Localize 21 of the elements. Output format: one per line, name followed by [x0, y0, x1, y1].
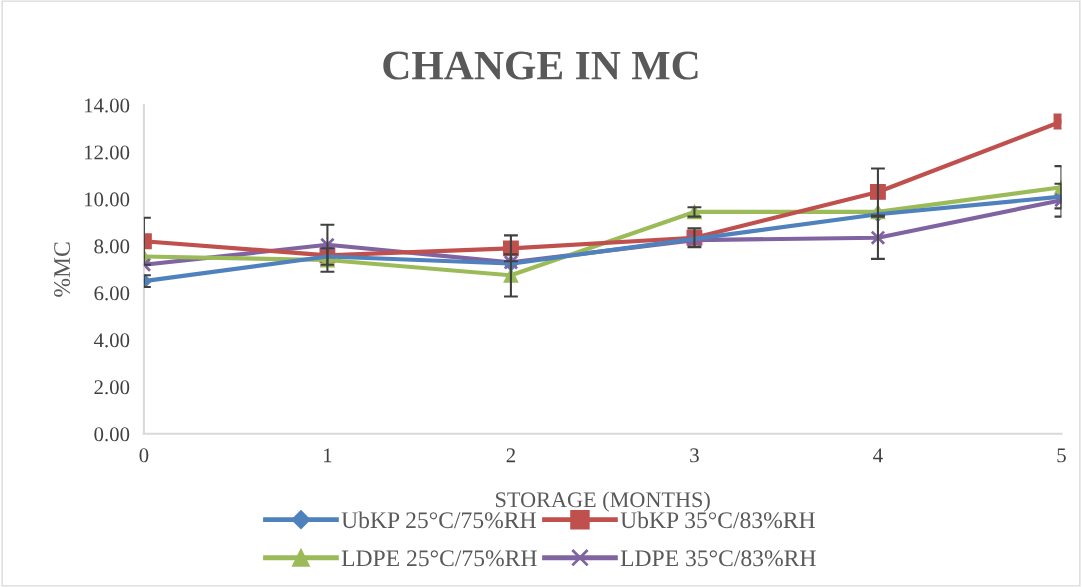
x-tick-label: 1: [324, 448, 332, 463]
chart-title: CHANGE IN MC: [383, 51, 698, 80]
x-tick-label: 5: [1057, 448, 1066, 463]
x-tick-label: 2: [506, 448, 515, 463]
y-tick-label: 4.00: [93, 333, 130, 348]
x-tick-label: 3: [690, 448, 699, 463]
y-tick-label: 10.00: [84, 192, 130, 207]
legend-label: UbKP 25°C/75%RH: [341, 511, 536, 529]
y-tick-label: 14.00: [84, 98, 130, 113]
legend-label: LDPE 35°C/83%RH: [620, 550, 816, 567]
y-tick-label: 6.00: [94, 286, 130, 301]
x-axis-title: STORAGE (MONTHS): [496, 491, 710, 512]
y-tick-label: 2.00: [94, 380, 130, 395]
legend-label: LDPE 25°C/75%RH: [341, 550, 537, 567]
x-tick-label: 0: [139, 448, 149, 463]
y-axis-title: %MC: [54, 242, 71, 297]
y-tick-label: 8.00: [94, 239, 130, 254]
x-tick-label: 4: [873, 448, 883, 463]
legend-label: UbKP 35°C/83%RH: [620, 511, 815, 529]
y-tick-label: 0.00: [94, 427, 130, 442]
y-tick-label: 12.00: [84, 145, 130, 160]
